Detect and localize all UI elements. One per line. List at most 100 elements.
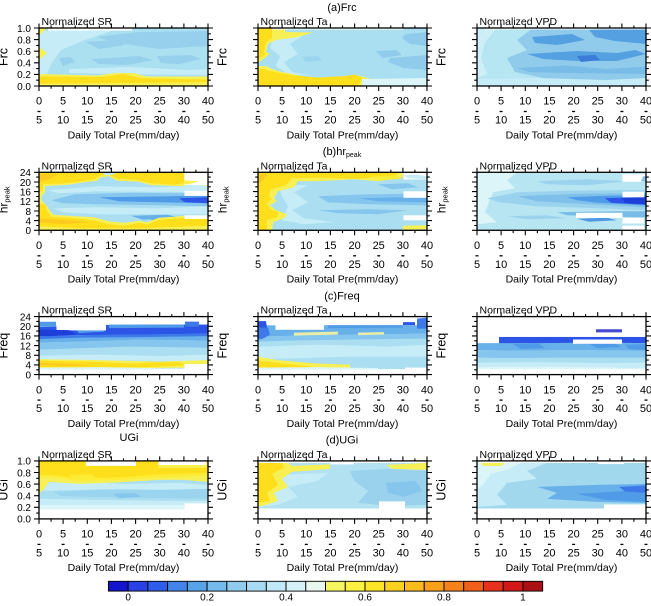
svg-text:30: 30: [178, 384, 190, 396]
svg-text:5: 5: [279, 96, 285, 108]
svg-text:1: 1: [520, 592, 526, 601]
svg-text:Freq: Freq: [435, 333, 449, 359]
svg-text:20: 20: [129, 529, 141, 541]
svg-text:30: 30: [616, 384, 628, 396]
svg-text:UGi: UGi: [120, 432, 139, 444]
svg-text:0: 0: [36, 384, 42, 396]
svg-text:0.8: 0.8: [437, 592, 451, 601]
svg-text:25: 25: [592, 529, 604, 541]
svg-text:1.0: 1.0: [17, 457, 31, 468]
svg-text:0: 0: [474, 384, 480, 396]
svg-text:50: 50: [640, 259, 651, 271]
svg-text:20: 20: [324, 548, 336, 560]
svg-text:Normalized SR: Normalized SR: [42, 160, 113, 172]
svg-text:25: 25: [592, 384, 604, 396]
svg-text:hrpeak: hrpeak: [0, 186, 12, 213]
svg-text:0.0: 0.0: [17, 515, 31, 526]
svg-text:15: 15: [543, 240, 555, 252]
svg-text:25: 25: [154, 529, 166, 541]
svg-text:50: 50: [202, 403, 214, 415]
svg-text:5: 5: [36, 115, 42, 127]
svg-text:15: 15: [300, 548, 312, 560]
svg-text:50: 50: [421, 115, 433, 127]
svg-text:1.0: 1.0: [17, 24, 31, 35]
svg-text:30: 30: [616, 96, 628, 108]
svg-text:50: 50: [640, 115, 651, 127]
svg-text:15: 15: [105, 384, 117, 396]
svg-text:Freq: Freq: [216, 333, 230, 359]
svg-text:30: 30: [397, 240, 409, 252]
svg-text:25: 25: [129, 403, 141, 415]
svg-text:20: 20: [324, 403, 336, 415]
svg-text:0: 0: [255, 384, 261, 396]
svg-text:30: 30: [178, 240, 190, 252]
svg-text:15: 15: [105, 529, 117, 541]
svg-text:15: 15: [81, 259, 93, 271]
svg-text:25: 25: [154, 96, 166, 108]
svg-text:(c)Freq: (c)Freq: [324, 291, 359, 303]
svg-text:50: 50: [421, 403, 433, 415]
svg-text:10: 10: [519, 384, 531, 396]
svg-text:24: 24: [20, 312, 32, 323]
svg-text:10: 10: [57, 548, 69, 560]
svg-text:30: 30: [397, 384, 409, 396]
svg-text:15: 15: [519, 259, 531, 271]
svg-text:15: 15: [105, 240, 117, 252]
svg-text:40: 40: [397, 403, 409, 415]
svg-text:40: 40: [421, 529, 433, 541]
svg-text:40: 40: [616, 115, 628, 127]
svg-text:30: 30: [592, 548, 604, 560]
svg-text:30: 30: [178, 96, 190, 108]
svg-text:10: 10: [519, 96, 531, 108]
svg-text:15: 15: [105, 96, 117, 108]
svg-text:Normalized VPD: Normalized VPD: [480, 305, 558, 317]
svg-text:24: 24: [20, 168, 32, 179]
svg-text:Frc: Frc: [0, 48, 11, 66]
svg-text:0.6: 0.6: [17, 47, 31, 58]
svg-text:0.2: 0.2: [17, 70, 31, 81]
svg-text:15: 15: [324, 529, 336, 541]
svg-text:10: 10: [276, 403, 288, 415]
svg-text:Daily Total Pre(mm/day): Daily Total Pre(mm/day): [287, 274, 399, 286]
svg-text:10: 10: [495, 115, 507, 127]
svg-text:0: 0: [474, 529, 480, 541]
svg-text:0: 0: [474, 240, 480, 252]
svg-text:25: 25: [373, 96, 385, 108]
svg-text:0.6: 0.6: [17, 480, 31, 491]
svg-text:10: 10: [57, 259, 69, 271]
svg-text:15: 15: [324, 384, 336, 396]
svg-text:UGi: UGi: [0, 479, 11, 501]
svg-text:40: 40: [397, 259, 409, 271]
svg-text:10: 10: [276, 548, 288, 560]
svg-text:10: 10: [81, 384, 93, 396]
svg-text:20: 20: [129, 96, 141, 108]
svg-text:Normalized SR: Normalized SR: [42, 305, 113, 317]
svg-text:Normalized SR: Normalized SR: [42, 449, 113, 461]
svg-text:Frc: Frc: [435, 48, 449, 66]
svg-text:15: 15: [300, 115, 312, 127]
svg-text:20: 20: [543, 548, 555, 560]
svg-text:Daily Total Pre(mm/day): Daily Total Pre(mm/day): [506, 274, 618, 286]
svg-text:4: 4: [25, 216, 31, 227]
svg-text:5: 5: [498, 240, 504, 252]
svg-text:25: 25: [348, 548, 360, 560]
svg-text:(a)Frc: (a)Frc: [327, 2, 357, 14]
svg-text:5: 5: [36, 548, 42, 560]
svg-text:0: 0: [255, 96, 261, 108]
svg-text:15: 15: [81, 548, 93, 560]
svg-text:0: 0: [255, 529, 261, 541]
svg-text:0: 0: [125, 592, 131, 601]
svg-text:10: 10: [519, 529, 531, 541]
svg-text:40: 40: [202, 529, 214, 541]
svg-text:5: 5: [474, 259, 480, 271]
svg-text:40: 40: [616, 403, 628, 415]
svg-text:25: 25: [348, 115, 360, 127]
svg-text:25: 25: [567, 115, 579, 127]
svg-text:15: 15: [324, 240, 336, 252]
svg-text:Daily Total Pre(mm/day): Daily Total Pre(mm/day): [68, 562, 180, 574]
svg-text:20: 20: [129, 240, 141, 252]
svg-text:50: 50: [421, 259, 433, 271]
svg-text:20: 20: [105, 548, 117, 560]
svg-text:50: 50: [421, 548, 433, 560]
svg-text:50: 50: [640, 548, 651, 560]
